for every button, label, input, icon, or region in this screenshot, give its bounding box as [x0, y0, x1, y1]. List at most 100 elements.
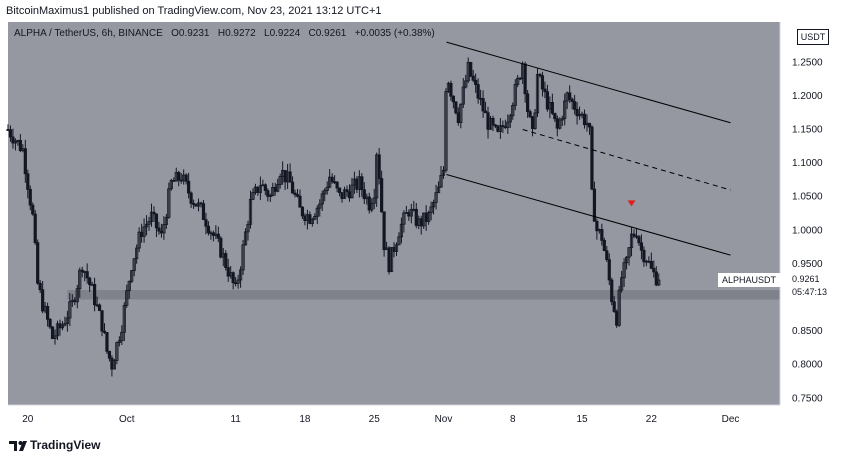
candle-body-42: [110, 357, 114, 370]
candle-body-94: [238, 269, 243, 281]
x-tick-label-3: 18: [299, 414, 311, 425]
candle-body-29: [78, 269, 82, 290]
candle-body-138: [347, 191, 352, 199]
candle-body-49: [127, 280, 131, 292]
candle-body-35: [93, 283, 97, 306]
x-tick-label-7: 15: [576, 414, 588, 425]
candle-body-134: [337, 187, 342, 193]
candle-body-176: [441, 169, 446, 176]
candle-body-108: [273, 186, 277, 192]
candle-body-200: [501, 125, 505, 128]
candle-body-202: [506, 121, 510, 129]
candle-body-109: [276, 184, 280, 192]
candle-body-139: [350, 184, 354, 199]
candle-body-233: [582, 113, 587, 126]
candle-body-243: [607, 259, 611, 281]
candle-body-173: [434, 192, 438, 203]
candle-body-119: [300, 206, 305, 217]
candle-body-91: [231, 272, 235, 284]
candle-body-144: [362, 189, 366, 200]
candle-body-123: [310, 218, 314, 224]
footer-brand: TradingView: [30, 438, 101, 452]
candle-body-245: [612, 301, 616, 312]
candle-body-126: [318, 203, 322, 209]
candle-body-39: [102, 330, 107, 333]
candle-body-65: [167, 188, 171, 218]
candle-body-260: [649, 260, 653, 269]
candle-body-2: [11, 136, 15, 144]
candle-body-212: [530, 116, 535, 130]
chart-area[interactable]: [8, 22, 780, 405]
x-tick-label-1: Oct: [119, 414, 135, 425]
candle-body-10: [31, 204, 35, 215]
candle-body-229: [573, 101, 577, 110]
currency-button[interactable]: USDT: [797, 29, 829, 45]
candle-body-131: [330, 176, 334, 183]
candle-body-257: [642, 249, 646, 263]
candle-body-157: [394, 244, 399, 252]
candle-body-118: [298, 195, 302, 208]
y-tick-label-9: 1.2000: [792, 91, 823, 102]
candle-body-247: [617, 289, 621, 326]
candle-body-45: [117, 340, 121, 343]
candle-body-36: [95, 304, 99, 307]
candle-body-205: [513, 84, 517, 106]
candle-body-115: [290, 181, 295, 194]
candle-body-152: [382, 211, 386, 251]
candle-body-221: [553, 112, 557, 120]
last-price-value: 0.9261: [792, 274, 820, 284]
candle-body-244: [610, 279, 614, 303]
y-tick-label-8: 1.1500: [792, 125, 823, 136]
candle-body-217: [543, 88, 547, 93]
candle-body-44: [115, 342, 119, 361]
candle-body-238: [595, 220, 599, 232]
candle-body-80: [204, 219, 208, 227]
candle-body-227: [568, 92, 572, 100]
candle-body-201: [503, 126, 507, 129]
candle-body-209: [523, 63, 527, 95]
candle-body-58: [149, 211, 154, 222]
candle-body-150: [377, 154, 381, 179]
candle-body-43: [112, 360, 116, 370]
candle-body-63: [162, 224, 166, 234]
time-axis[interactable]: [8, 405, 780, 430]
candle-body-112: [283, 170, 287, 183]
candle-body-214: [535, 74, 540, 114]
candle-body-147: [370, 202, 374, 211]
channel-lower-line: [446, 174, 731, 256]
candle-body-199: [498, 125, 502, 132]
candle-body-3: [13, 140, 18, 144]
candle-body-228: [570, 98, 574, 102]
candle-body-141: [355, 178, 359, 190]
footer: TradingView: [0, 430, 850, 460]
tradingview-logo-icon: [9, 441, 27, 451]
x-tick-label-8: 22: [646, 414, 658, 425]
candle-body-127: [320, 193, 324, 205]
candle-body-254: [634, 235, 639, 238]
candle-body-181: [454, 101, 458, 114]
candle-body-1: [8, 129, 13, 138]
candle-body-104: [263, 184, 267, 191]
candle-body-135: [340, 192, 344, 199]
candle-body-215: [538, 74, 542, 77]
candle-body-56: [144, 223, 149, 228]
channel-middle-line: [522, 129, 731, 191]
x-tick-label-9: Dec: [722, 414, 740, 425]
candle-body-27: [73, 299, 77, 303]
candle-body-250: [624, 256, 629, 264]
price-axis[interactable]: [780, 22, 850, 405]
candle-body-64: [164, 216, 168, 225]
candle-body-185: [464, 80, 468, 88]
candle-body-159: [399, 223, 404, 238]
candle-body-230: [575, 108, 579, 117]
candle-body-133: [335, 181, 339, 189]
candle-body-48: [125, 290, 129, 306]
candle-body-21: [58, 323, 62, 329]
candle-body-83: [211, 232, 215, 236]
candle-body-132: [333, 181, 337, 184]
candle-body-70: [179, 179, 183, 182]
candle-body-216: [540, 75, 545, 90]
candle-body-116: [293, 192, 297, 195]
candle-body-182: [456, 112, 460, 124]
